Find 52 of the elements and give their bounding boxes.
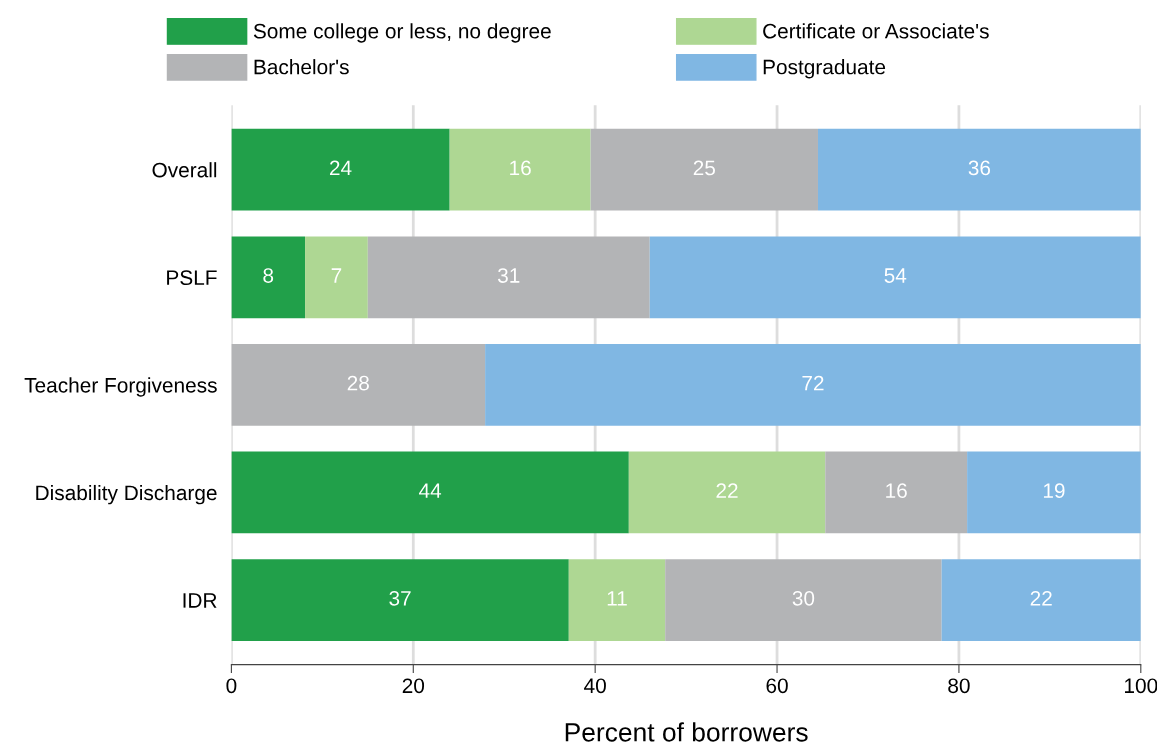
data-label: 28 [347,375,369,391]
y-tick-label: IDR [183,593,217,608]
bar [231,128,450,211]
data-label: 22 [1030,590,1052,606]
x-tick-label: 20 [402,678,425,694]
bar [449,128,591,211]
bar [941,559,1141,641]
bar [231,559,569,641]
legend-label: Postgraduate [763,59,886,79]
data-label: 16 [886,483,907,499]
bar [665,559,942,641]
data-label: 72 [802,375,824,391]
x-tick-label: 60 [766,678,788,694]
bar [568,559,666,641]
bar [967,451,1141,534]
legend-label: Certificate or Associate's [763,23,989,39]
bar [231,344,486,426]
x-axis-title: Percent of borrowers [565,722,808,742]
data-label: 16 [510,160,531,176]
data-label: 30 [792,590,815,606]
data-label: 7 [331,268,342,283]
data-label: 31 [497,268,520,283]
legend-label: Some college or less, no degree [253,23,551,43]
bar [305,236,368,319]
data-label: 44 [419,483,442,498]
data-label: 22 [716,483,738,498]
data-label: 37 [389,590,411,606]
data-label: 11 [607,591,627,606]
bar [231,451,629,534]
y-tick-label: Overall [152,162,217,178]
data-label: 54 [884,268,907,283]
x-tick-label: 80 [948,678,970,694]
legend-label: Bachelor's [254,59,349,75]
bar [628,451,826,534]
bar [367,236,650,319]
data-label: 36 [968,160,991,176]
bar [590,128,818,211]
x-tick-label: 100 [1125,678,1157,694]
bar [817,128,1141,211]
bar [649,236,1141,319]
y-tick-label: PSLF [167,270,217,286]
bar [485,344,1141,426]
data-label: 24 [329,160,352,176]
data-label: 25 [693,160,715,176]
bar [231,236,306,319]
y-tick-label: Disability Discharge [36,484,217,505]
y-tick-label: Teacher Forgiveness [24,377,217,397]
x-tick-label: 0 [226,678,237,694]
bar [825,451,968,534]
x-tick-label: 40 [584,678,606,694]
data-label: 8 [263,268,274,283]
data-label: 19 [1043,483,1065,499]
